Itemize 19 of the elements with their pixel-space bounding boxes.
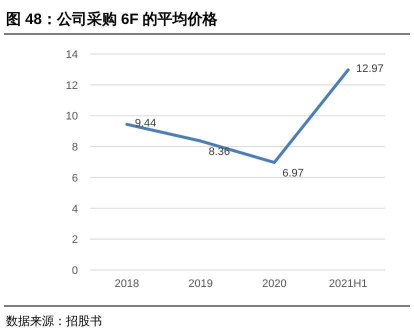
data-label: 12.97: [356, 62, 384, 75]
chart-title: 图 48：公司采购 6F 的平均价格: [6, 11, 219, 28]
x-tick-label: 2021H1: [328, 278, 368, 290]
y-tick-label: 0: [72, 265, 78, 277]
data-label: 8.36: [208, 146, 230, 158]
y-tick-label: 14: [66, 49, 78, 61]
data-label: 9.44: [134, 117, 156, 130]
y-tick-label: 4: [72, 203, 78, 216]
y-tick-label: 12: [66, 80, 78, 92]
data-label: 6.97: [282, 167, 304, 180]
x-tick-label: 2020: [262, 278, 287, 290]
x-tick-label: 2019: [188, 278, 213, 290]
x-tick-label: 2018: [114, 278, 140, 290]
y-tick-label: 10: [66, 110, 78, 123]
line-series: [125, 68, 350, 164]
source-note: 数据来源：招股书: [6, 314, 102, 328]
y-tick-label: 8: [72, 142, 78, 154]
y-tick-label: 2: [72, 234, 78, 246]
y-tick-label: 6: [72, 172, 78, 184]
